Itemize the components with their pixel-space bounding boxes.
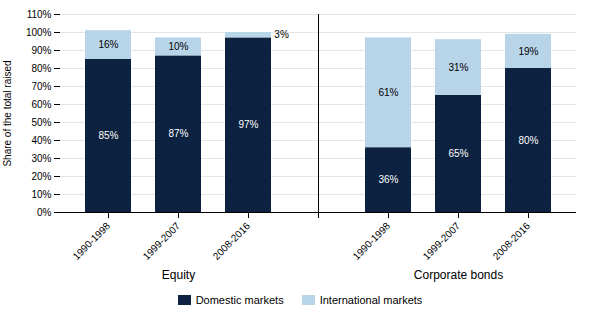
svg-text:60%: 60% (31, 99, 51, 110)
svg-text:19%: 19% (518, 46, 538, 57)
svg-text:97%: 97% (238, 119, 258, 130)
svg-text:2008-2016: 2008-2016 (491, 220, 533, 262)
svg-text:10%: 10% (31, 189, 51, 200)
html-text:Domestic markets: Domestic markets (195, 294, 284, 306)
svg-text:90%: 90% (31, 45, 51, 56)
svg-text:50%: 50% (31, 117, 51, 128)
svg-text:Corporate bonds: Corporate bonds (414, 268, 503, 282)
svg-text:36%: 36% (378, 174, 398, 185)
svg-text:Share of the total raised: Share of the total raised (2, 60, 13, 166)
svg-text:87%: 87% (168, 128, 188, 139)
svg-text:100%: 100% (26, 27, 52, 38)
svg-text:20%: 20% (31, 171, 51, 182)
svg-text:31%: 31% (448, 62, 468, 73)
svg-text:3%: 3% (274, 29, 289, 40)
svg-text:1999-2007: 1999-2007 (141, 220, 183, 262)
svg-text:2008-2016: 2008-2016 (211, 220, 253, 262)
svg-text:0%: 0% (37, 207, 52, 218)
svg-text:80%: 80% (518, 135, 538, 146)
svg-text:70%: 70% (31, 81, 51, 92)
svg-text:40%: 40% (31, 135, 51, 146)
svg-text:85%: 85% (98, 130, 118, 141)
svg-text:1990-1998: 1990-1998 (71, 220, 113, 262)
svg-text:80%: 80% (31, 63, 51, 74)
svg-text:61%: 61% (378, 87, 398, 98)
svg-text:65%: 65% (448, 148, 468, 159)
svg-text:1999-2007: 1999-2007 (421, 220, 463, 262)
html-text:International markets: International markets (319, 294, 423, 306)
svg-text:10%: 10% (168, 41, 188, 52)
svg-text:16%: 16% (98, 39, 118, 50)
svg-text:110%: 110% (27, 9, 52, 20)
svg-text:30%: 30% (31, 153, 51, 164)
svg-text:1990-1998: 1990-1998 (351, 220, 393, 262)
svg-text:Equity: Equity (162, 268, 195, 282)
